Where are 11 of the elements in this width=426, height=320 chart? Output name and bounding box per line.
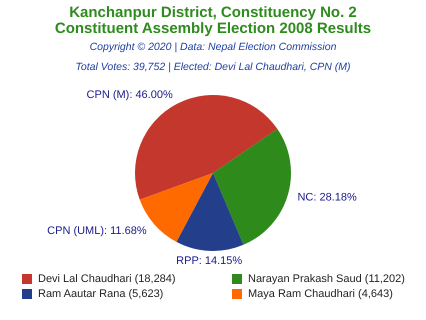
data-label: NC: 28.18% bbox=[297, 192, 357, 204]
chart-subtitle: Copyright © 2020 | Data: Nepal Election Commission bbox=[88, 41, 338, 53]
legend-label: Devi Lal Chaudhari (18,284) bbox=[38, 273, 176, 285]
data-label: CPN (M): 46.00% bbox=[86, 88, 173, 101]
data-label: CPN (UML): 11.68% bbox=[47, 224, 147, 237]
legend-label: Narayan Prakash Saud (11,202) bbox=[248, 273, 405, 285]
data-label: RPP: 14.15% bbox=[176, 254, 242, 267]
legend-label: Ram Aautar Rana (5,623) bbox=[38, 288, 164, 300]
chart-title: Kanchanpur District, Constituency No. 2 Constituent Assembly Election 2008 Results bbox=[54, 4, 372, 37]
legend-label: Maya Ram Chaudhari (4,643) bbox=[248, 288, 393, 300]
text: Total Votes: 39,752 | Elected: Devi Lal Chaudhari, CPN (M) bbox=[74, 61, 352, 73]
